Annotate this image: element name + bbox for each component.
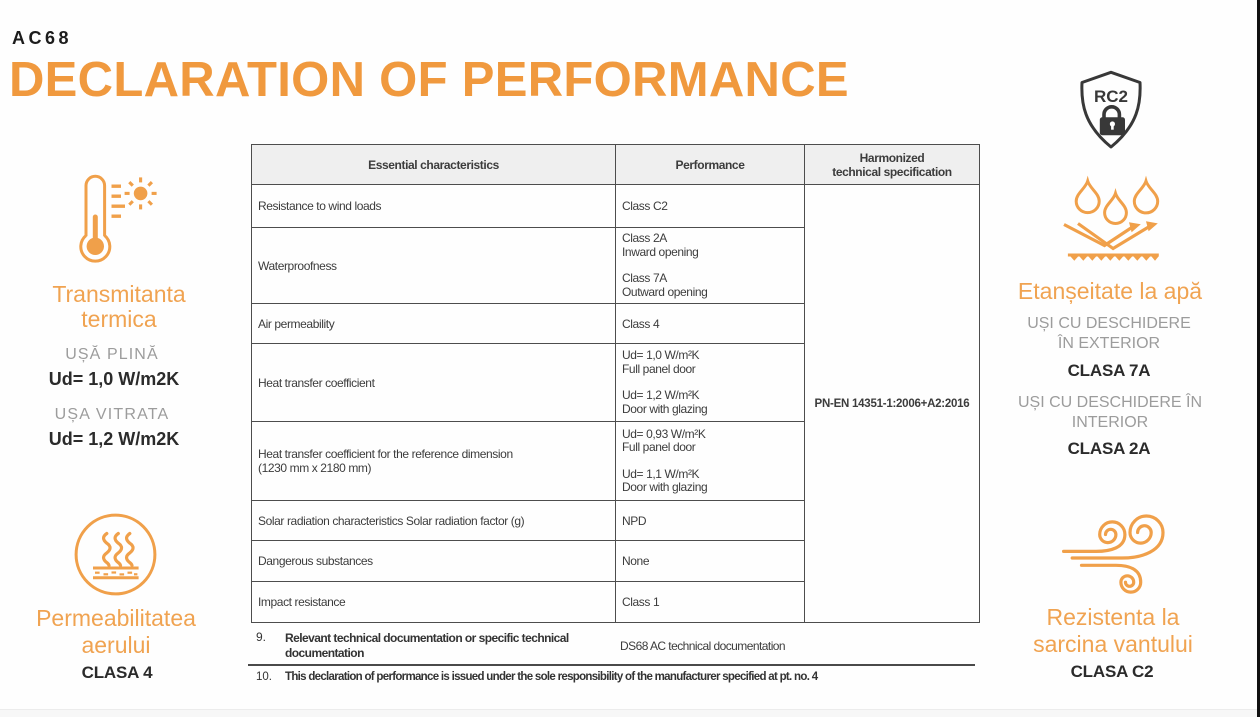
svg-text:RC2: RC2: [1094, 87, 1128, 106]
